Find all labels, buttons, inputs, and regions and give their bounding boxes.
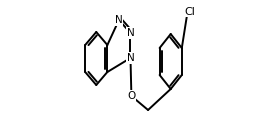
Text: O: O <box>127 91 136 101</box>
Text: N: N <box>127 53 134 63</box>
Text: N: N <box>115 15 123 25</box>
Text: N: N <box>127 28 134 38</box>
Text: Cl: Cl <box>185 7 196 17</box>
